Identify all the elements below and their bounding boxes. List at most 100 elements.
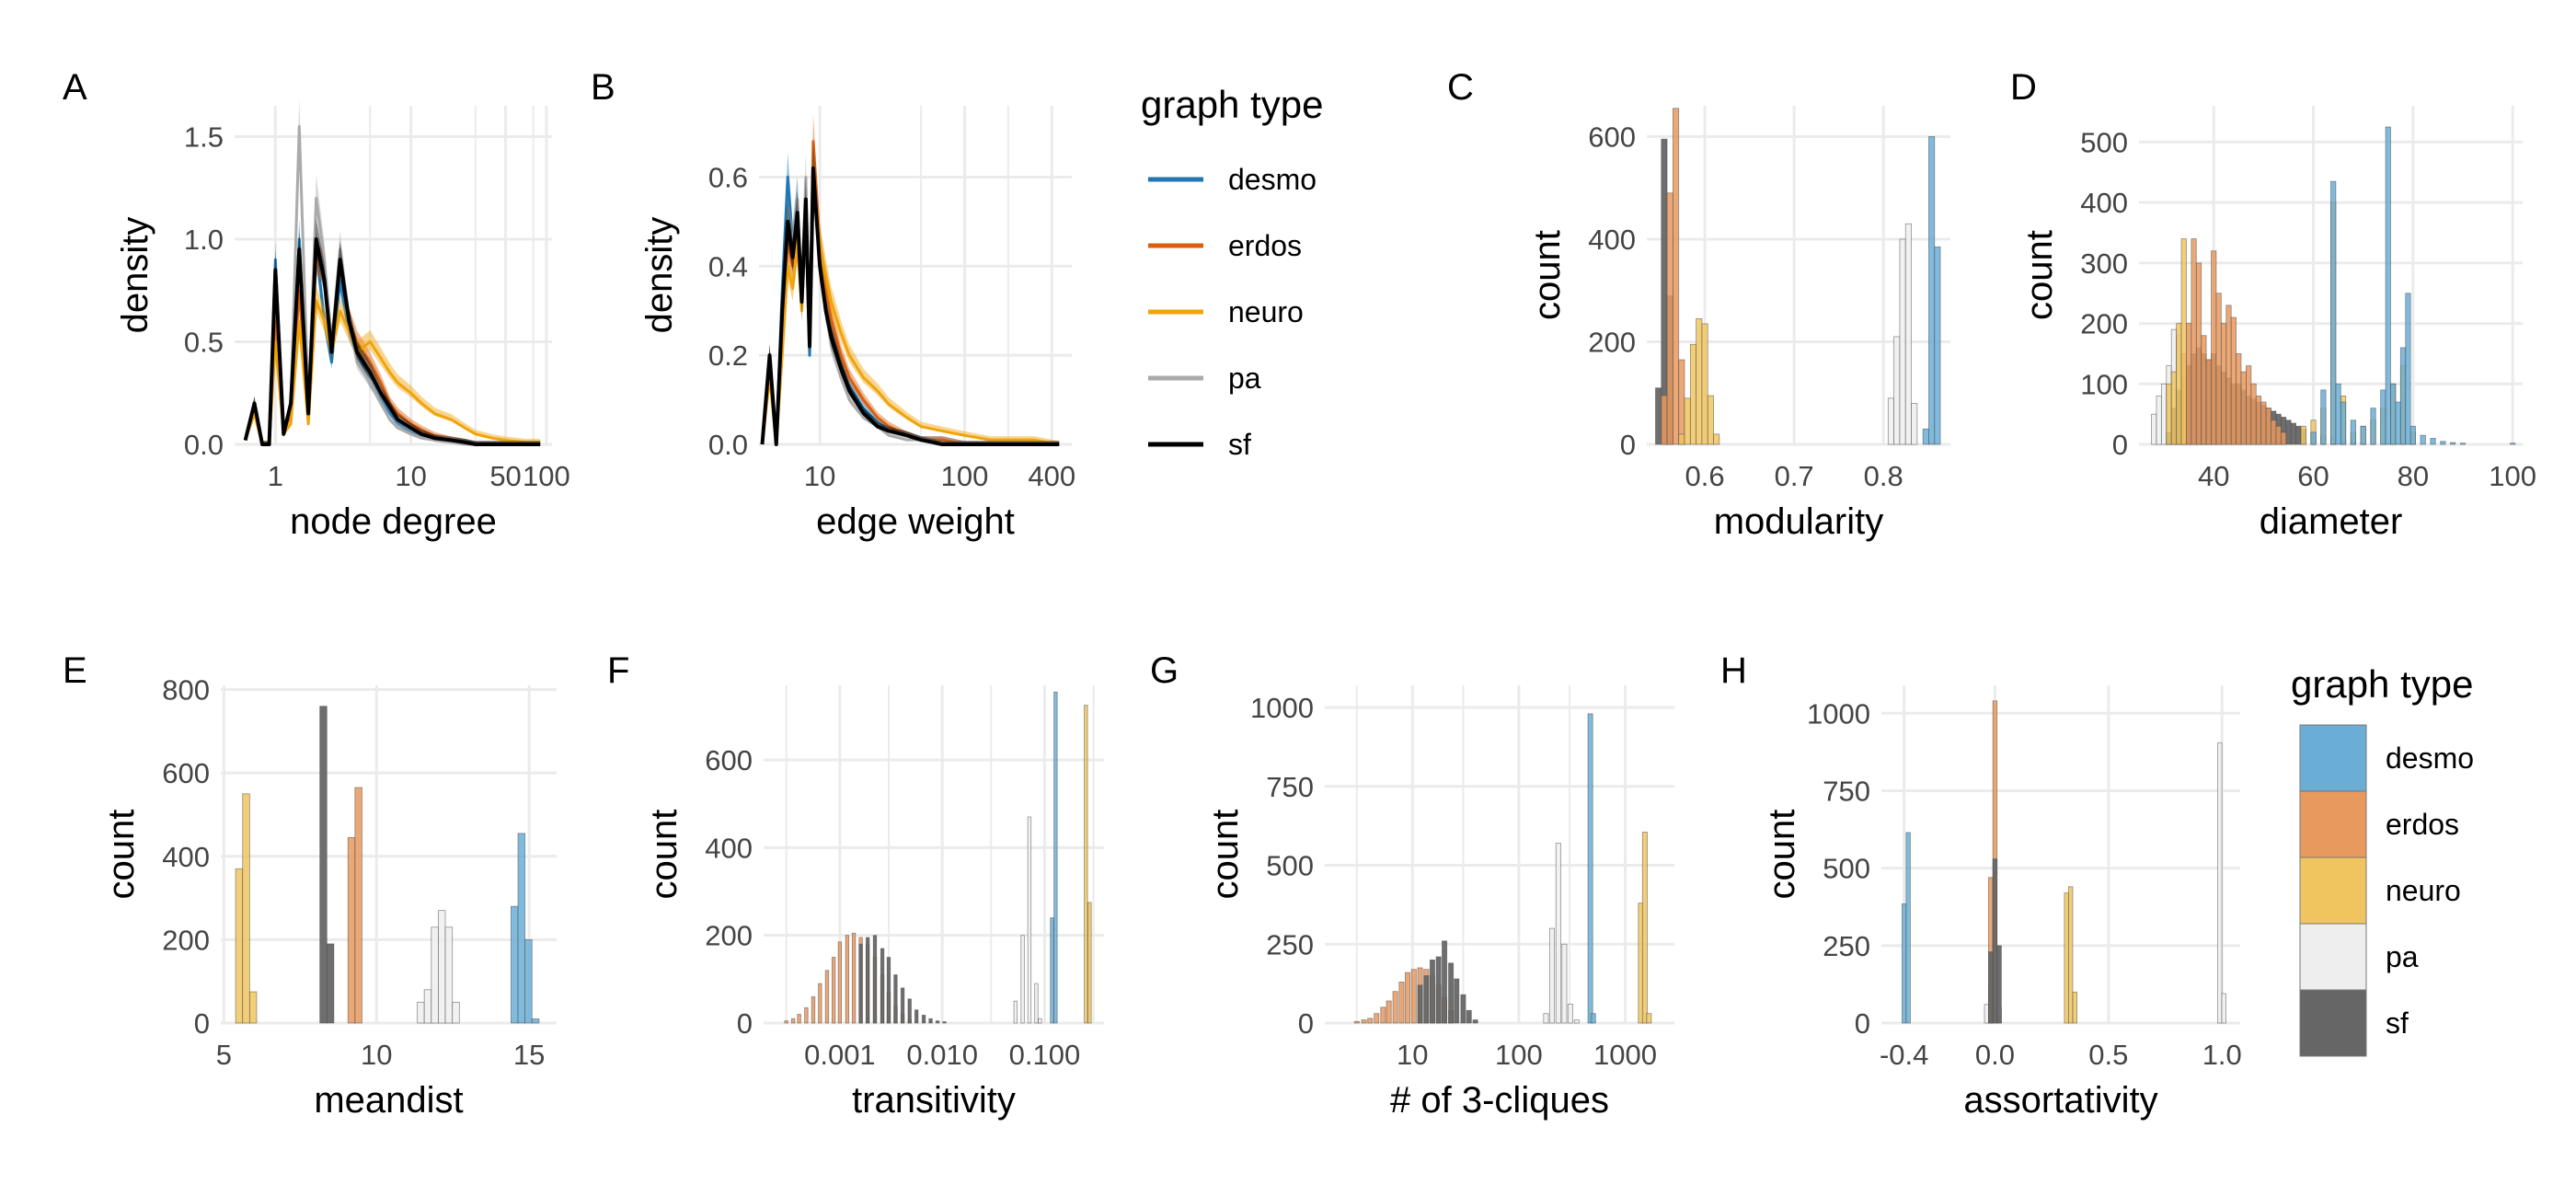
y-tick-label: 0.0 xyxy=(184,429,224,461)
y-tick-label: 500 xyxy=(1266,850,1314,882)
legend-label-sf: sf xyxy=(2386,1006,2409,1040)
bar-desmo xyxy=(1905,832,1911,1024)
y-tick-label: 600 xyxy=(1588,121,1636,153)
x-tick-label: 100 xyxy=(2489,460,2536,492)
ribbon-erdos xyxy=(245,241,541,444)
bar-desmo xyxy=(2459,443,2467,445)
x-tick-label: 50 xyxy=(489,460,521,492)
x-tick-label: 0.8 xyxy=(1864,460,1903,492)
bar-erdos xyxy=(2250,383,2257,445)
y-tick-label: 0 xyxy=(1620,429,1636,461)
panel-letter: H xyxy=(1720,650,1747,691)
y-axis-title: count xyxy=(1527,230,1568,320)
series-desmo xyxy=(1587,713,1596,1024)
panel-letter: F xyxy=(607,650,629,691)
bar-erdos xyxy=(804,1006,809,1024)
legend-item-erdos: erdos xyxy=(2299,790,2459,858)
bar-neuro xyxy=(2166,383,2172,445)
bar-desmo xyxy=(524,938,533,1024)
legend-item-desmo: desmo xyxy=(2299,724,2474,792)
x-tick-label: 80 xyxy=(2398,460,2429,492)
bar-sf xyxy=(1655,387,1662,445)
bar-pa xyxy=(444,926,454,1024)
bar-erdos xyxy=(2225,305,2232,445)
bar-pa xyxy=(1027,816,1032,1024)
line-sf xyxy=(760,166,1060,446)
y-tick-label: 0 xyxy=(1298,1007,1314,1040)
bar-erdos xyxy=(1361,1019,1367,1024)
bar-sf xyxy=(1448,962,1455,1024)
bar-desmo xyxy=(2380,389,2386,445)
bar-pa xyxy=(1038,1018,1042,1024)
line-neuro xyxy=(761,175,1060,446)
legend-label-sf: sf xyxy=(1228,428,1251,461)
bar-neuro xyxy=(1087,902,1092,1024)
y-tick-label: 250 xyxy=(1266,928,1314,960)
bar-erdos xyxy=(2186,323,2192,445)
legend-label-desmo: desmo xyxy=(1228,163,1317,196)
x-tick-label: 100 xyxy=(1495,1039,1543,1071)
bar-neuro xyxy=(2072,991,2077,1024)
bar-erdos xyxy=(851,932,857,1024)
bar-desmo xyxy=(2405,293,2411,445)
bar-erdos xyxy=(1404,972,1410,1024)
series-pa xyxy=(417,910,460,1024)
panel-F: 0.001 0.010 0.100 0 200 400 600 transitivity cou… xyxy=(607,650,1104,1121)
bar-pa xyxy=(438,910,446,1024)
panel-B: 10 100 400 0.0 0.2 0.4 0.6 edge weight density B xyxy=(591,67,1075,542)
bar-desmo xyxy=(2360,425,2366,445)
bar-sf xyxy=(1988,951,1994,1024)
x-tick-label: 0.7 xyxy=(1775,460,1814,492)
x-tick-label: 0.100 xyxy=(1009,1039,1081,1071)
legend-line-types: graph type desmo erdos neuro pa sf xyxy=(1141,83,1323,461)
x-tick-label: 0.0 xyxy=(1975,1039,2015,1071)
panel-letter: A xyxy=(63,67,87,108)
panel-H: -0.4 0.0 0.5 1.0 0 250 500 750 1000 assortativity… xyxy=(1720,650,2242,1121)
x-tick-label: 100 xyxy=(941,460,989,492)
bar-desmo xyxy=(2450,442,2456,445)
legend-label-neuro: neuro xyxy=(2386,874,2461,907)
bar-erdos xyxy=(831,957,836,1024)
bar-erdos xyxy=(2195,262,2202,445)
bar-erdos xyxy=(797,1014,801,1024)
bar-sf xyxy=(900,987,905,1024)
y-tick-label: 0.6 xyxy=(708,161,748,193)
bar-pa xyxy=(1911,402,1918,445)
y-tick-label: 0 xyxy=(2112,429,2128,461)
legend-label-desmo: desmo xyxy=(2386,742,2474,775)
bar-pa xyxy=(2151,413,2157,445)
series-desmo xyxy=(1050,691,1058,1024)
bar-sf xyxy=(1996,945,2002,1024)
x-tick-label: 100 xyxy=(523,460,570,492)
panel-letter: B xyxy=(591,67,615,108)
legend-item-sf: sf xyxy=(2299,989,2409,1057)
x-tick-label: 5 xyxy=(216,1039,232,1071)
bar-pa xyxy=(1893,336,1901,445)
bar-sf xyxy=(1423,975,1430,1024)
bar-sf xyxy=(880,948,885,1024)
series-pa xyxy=(1013,816,1042,1024)
bar-sf xyxy=(2285,420,2292,445)
bar-erdos xyxy=(1666,192,1673,445)
y-tick-label: 200 xyxy=(705,920,753,952)
bar-sf xyxy=(1460,994,1466,1024)
bar-erdos xyxy=(2255,396,2262,445)
bar-erdos xyxy=(2211,250,2217,445)
y-axis-title: count xyxy=(2019,230,2060,320)
legend-item-desmo: desmo xyxy=(1148,163,1317,196)
bar-sf xyxy=(942,1021,947,1024)
x-tick-label: 0.6 xyxy=(1685,460,1725,492)
bar-erdos xyxy=(1386,1000,1392,1024)
series-sf xyxy=(243,219,541,446)
bar-desmo xyxy=(2335,383,2341,445)
bar-neuro xyxy=(1707,395,1714,445)
series-neuro xyxy=(761,152,1060,446)
y-tick-label: 1000 xyxy=(1807,697,1870,730)
bar-erdos xyxy=(2280,431,2287,445)
bar-erdos xyxy=(2191,238,2197,445)
y-tick-label: 100 xyxy=(2080,368,2128,400)
bar-erdos xyxy=(784,1020,788,1024)
x-tick-label: 1000 xyxy=(1593,1039,1657,1071)
bar-desmo xyxy=(2370,408,2376,445)
